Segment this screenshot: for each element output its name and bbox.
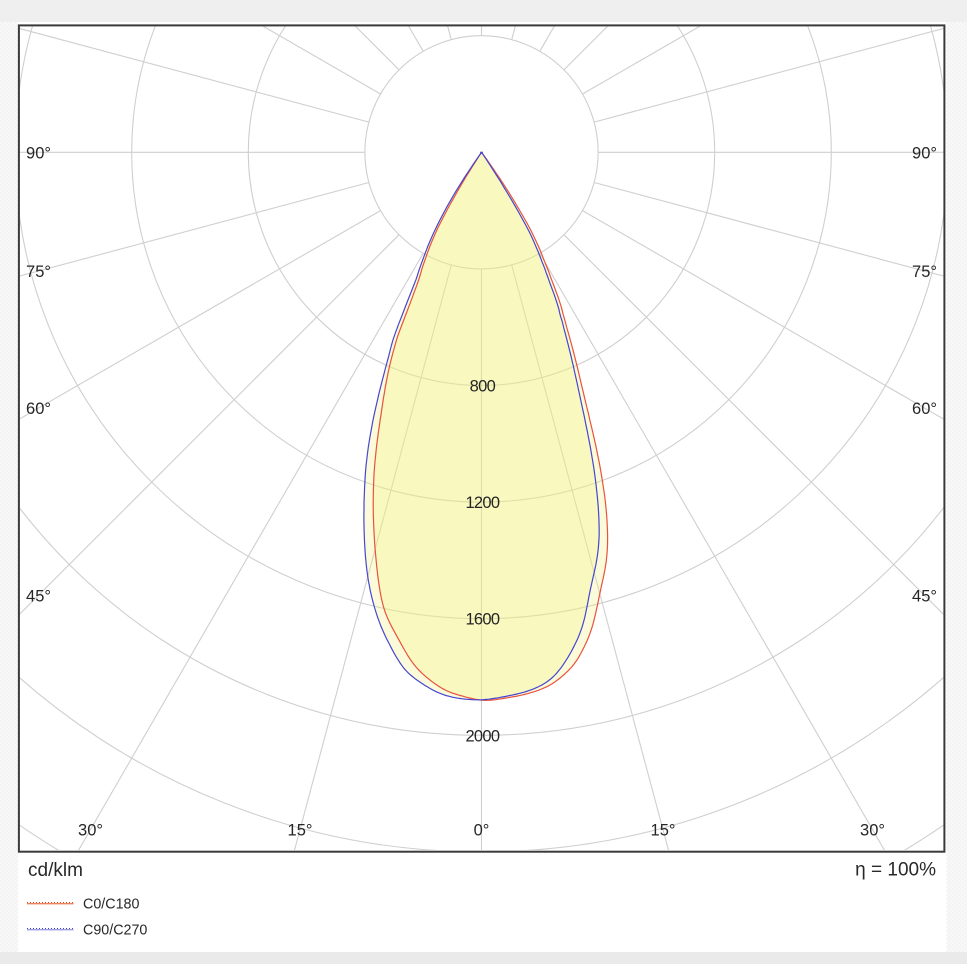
svg-text:1600: 1600 — [465, 611, 499, 629]
svg-text:15°: 15° — [651, 822, 676, 840]
svg-text:60°: 60° — [26, 400, 51, 418]
svg-text:30°: 30° — [860, 822, 885, 840]
svg-text:90°: 90° — [912, 144, 937, 162]
svg-text:0°: 0° — [474, 822, 490, 840]
svg-text:800: 800 — [470, 378, 496, 396]
svg-text:75°: 75° — [26, 263, 51, 281]
svg-text:C90/C270: C90/C270 — [83, 923, 147, 939]
svg-text:60°: 60° — [912, 400, 937, 418]
svg-text:45°: 45° — [912, 587, 937, 605]
svg-text:2000: 2000 — [465, 727, 499, 745]
svg-text:η = 100%: η = 100% — [855, 860, 936, 881]
svg-text:90°: 90° — [26, 144, 51, 162]
svg-text:15°: 15° — [288, 822, 313, 840]
svg-text:1200: 1200 — [465, 494, 499, 512]
svg-text:75°: 75° — [912, 263, 937, 281]
svg-text:45°: 45° — [26, 587, 51, 605]
svg-text:cd/klm: cd/klm — [28, 860, 83, 881]
svg-text:30°: 30° — [78, 822, 103, 840]
svg-text:C0/C180: C0/C180 — [83, 897, 139, 913]
